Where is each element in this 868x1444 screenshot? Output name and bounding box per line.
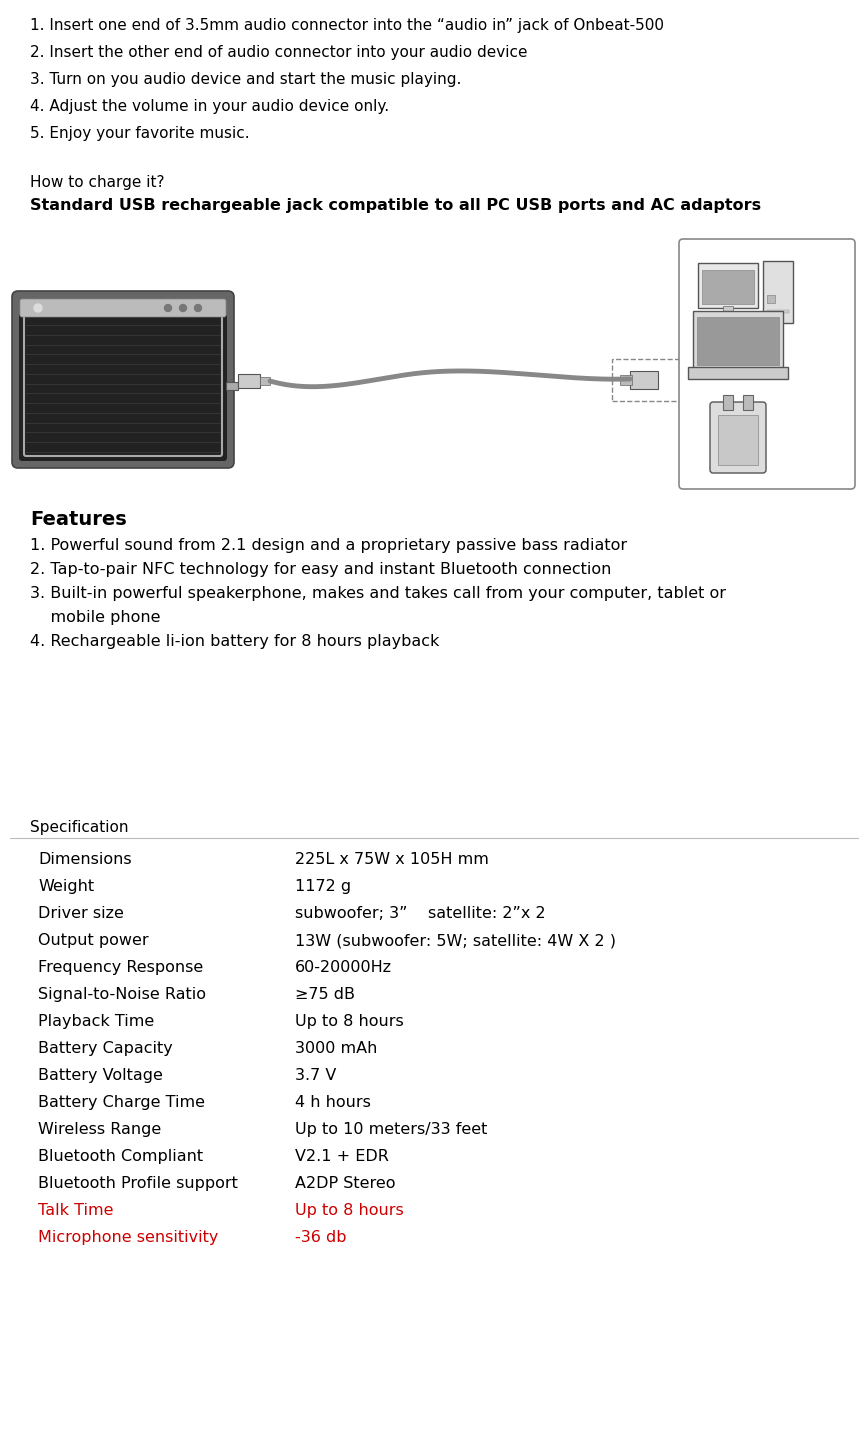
Text: Bluetooth Compliant: Bluetooth Compliant [38, 1149, 203, 1164]
Text: 3000 mAh: 3000 mAh [295, 1041, 378, 1056]
Text: Signal-to-Noise Ratio: Signal-to-Noise Ratio [38, 988, 206, 1002]
Text: How to charge it?: How to charge it? [30, 175, 165, 191]
Text: 5. Enjoy your favorite music.: 5. Enjoy your favorite music. [30, 126, 250, 142]
Text: Up to 10 meters/33 feet: Up to 10 meters/33 feet [295, 1122, 487, 1136]
Text: 2. Insert the other end of audio connector into your audio device: 2. Insert the other end of audio connect… [30, 45, 528, 61]
Bar [612, 360, 680, 401]
Text: 60-20000Hz: 60-20000Hz [295, 960, 392, 975]
Text: Microphone sensitivity: Microphone sensitivity [38, 1230, 219, 1245]
Text: ≥75 dB: ≥75 dB [295, 988, 355, 1002]
Circle shape [180, 305, 187, 312]
Bar [767, 295, 775, 303]
Text: Features: Features [30, 510, 127, 529]
Text: 4. Adjust the volume in your audio device only.: 4. Adjust the volume in your audio devic… [30, 100, 389, 114]
Text: Battery Capacity: Battery Capacity [38, 1041, 173, 1056]
Text: Output power: Output power [38, 933, 148, 949]
Text: Playback Time: Playback Time [38, 1014, 155, 1030]
Bar [767, 310, 789, 313]
Text: 4 h hours: 4 h hours [295, 1095, 371, 1110]
FancyBboxPatch shape [20, 299, 226, 318]
Bar [620, 375, 632, 386]
Text: Dimensions: Dimensions [38, 852, 132, 866]
Bar [693, 310, 783, 370]
Text: Bluetooth Profile support: Bluetooth Profile support [38, 1175, 238, 1191]
Bar [723, 396, 733, 410]
Text: Specification: Specification [30, 820, 128, 835]
Bar [688, 367, 788, 378]
Bar [260, 377, 270, 386]
Text: 3. Turn on you audio device and start the music playing.: 3. Turn on you audio device and start th… [30, 72, 462, 87]
Bar [718, 414, 758, 465]
Text: A2DP Stereo: A2DP Stereo [295, 1175, 396, 1191]
Text: Weight: Weight [38, 879, 94, 894]
Text: Driver size: Driver size [38, 905, 124, 921]
Text: 4. Rechargeable li-ion battery for 8 hours playback: 4. Rechargeable li-ion battery for 8 hou… [30, 634, 439, 648]
Bar [743, 396, 753, 410]
Text: -36 db: -36 db [295, 1230, 346, 1245]
Bar [763, 261, 793, 323]
Bar [698, 263, 758, 308]
Text: 1172 g: 1172 g [295, 879, 352, 894]
Text: 13W (subwoofer: 5W; satellite: 4W X 2 ): 13W (subwoofer: 5W; satellite: 4W X 2 ) [295, 933, 616, 949]
FancyBboxPatch shape [710, 401, 766, 474]
Text: Frequency Response: Frequency Response [38, 960, 203, 975]
FancyBboxPatch shape [12, 292, 234, 468]
Text: Wireless Range: Wireless Range [38, 1122, 161, 1136]
FancyBboxPatch shape [19, 313, 227, 461]
FancyBboxPatch shape [679, 240, 855, 490]
Circle shape [194, 305, 201, 312]
Text: 1. Insert one end of 3.5mm audio connector into the “audio in” jack of Onbeat-50: 1. Insert one end of 3.5mm audio connect… [30, 17, 664, 33]
Bar [713, 315, 743, 321]
Text: 1. Powerful sound from 2.1 design and a proprietary passive bass radiator: 1. Powerful sound from 2.1 design and a … [30, 539, 627, 553]
Circle shape [34, 305, 42, 312]
Bar [238, 374, 260, 388]
Text: 3.7 V: 3.7 V [295, 1069, 337, 1083]
Text: V2.1 + EDR: V2.1 + EDR [295, 1149, 389, 1164]
Text: 3. Built-in powerful speakerphone, makes and takes call from your computer, tabl: 3. Built-in powerful speakerphone, makes… [30, 586, 726, 601]
Text: subwoofer; 3”    satellite: 2”x 2: subwoofer; 3” satellite: 2”x 2 [295, 905, 546, 921]
Text: Standard USB rechargeable jack compatible to all PC USB ports and AC adaptors: Standard USB rechargeable jack compatibl… [30, 198, 761, 214]
Text: Talk Time: Talk Time [38, 1203, 114, 1217]
Bar [702, 270, 754, 305]
Bar [630, 371, 658, 388]
Text: Battery Voltage: Battery Voltage [38, 1069, 163, 1083]
Text: 2. Tap-to-pair NFC technology for easy and instant Bluetooth connection: 2. Tap-to-pair NFC technology for easy a… [30, 562, 611, 578]
Text: Battery Charge Time: Battery Charge Time [38, 1095, 205, 1110]
Text: Up to 8 hours: Up to 8 hours [295, 1203, 404, 1217]
Circle shape [165, 305, 172, 312]
Text: Up to 8 hours: Up to 8 hours [295, 1014, 404, 1030]
Bar [226, 383, 238, 390]
Bar [697, 318, 779, 365]
Text: mobile phone: mobile phone [30, 609, 161, 625]
Bar [723, 306, 733, 316]
Text: 225L x 75W x 105H mm: 225L x 75W x 105H mm [295, 852, 489, 866]
